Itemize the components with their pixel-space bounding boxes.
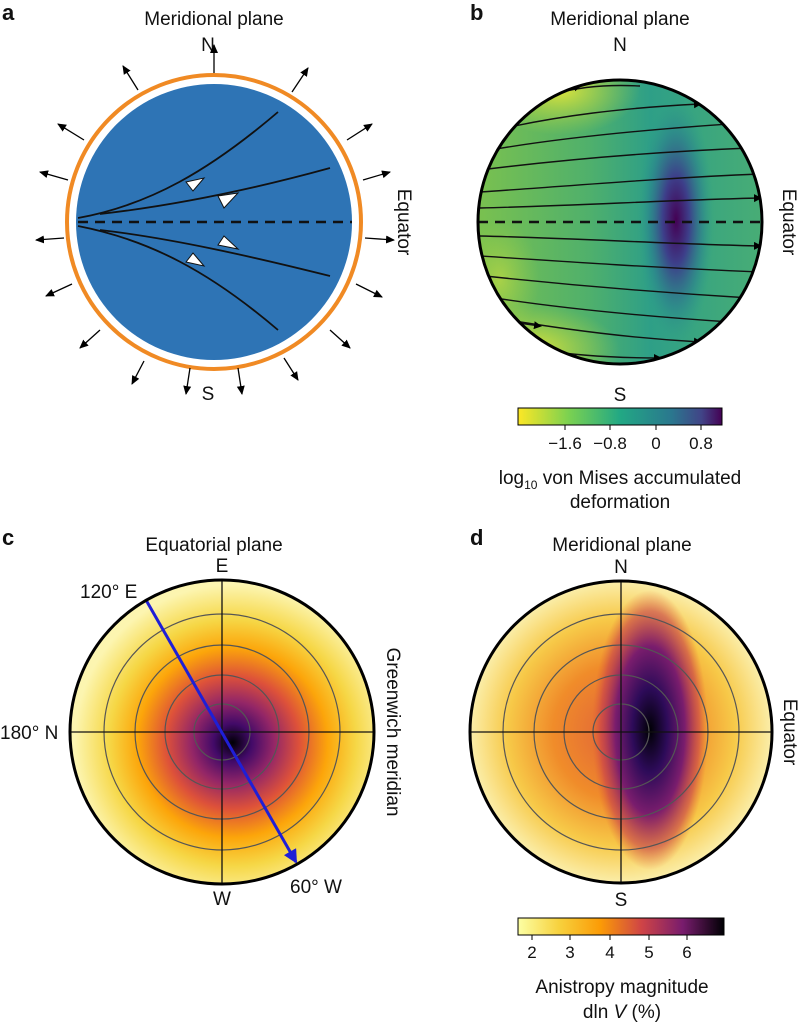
- panel-c-left-label: 180° N: [0, 723, 58, 744]
- panel-b-equator-label: Equator: [778, 189, 799, 256]
- deformation-field: [478, 80, 762, 364]
- colorbar-label-rest: von Mises accumulated: [537, 468, 741, 489]
- colorbar-label-suffix: (%): [626, 1002, 661, 1023]
- streamline: [479, 194, 762, 209]
- flow-arrowheads: [185, 177, 240, 267]
- colorbar-label: log10 von Mises accumulated: [499, 468, 742, 492]
- colorbar-tick-label: 0.8: [689, 434, 713, 453]
- flow-line: [77, 111, 279, 219]
- radial-arrow: [122, 65, 139, 91]
- panel-d-north-label: N: [614, 557, 628, 578]
- panel-c-title: Equatorial plane: [145, 535, 282, 556]
- panel-b-north-label: N: [613, 35, 627, 56]
- colorbar-tick-label: 2: [527, 943, 536, 962]
- streamline: [489, 120, 732, 151]
- panel-d: d Meridional plane N S Equator 2 3 4: [468, 525, 800, 1023]
- panel-d-letter: d: [470, 525, 483, 550]
- streamline: [504, 100, 702, 129]
- colorbar-tick-label: −0.8: [593, 434, 627, 453]
- panel-d-equator-label: Equator: [779, 699, 800, 766]
- colorbar-label-variable: V: [614, 1002, 629, 1023]
- panel-c-outline: [68, 578, 376, 886]
- radial-arrow: [355, 283, 383, 298]
- radial-arrow: [183, 367, 192, 395]
- profile-line: [144, 599, 298, 864]
- radial-arrow: [236, 367, 245, 395]
- panel-d-outline: [468, 579, 774, 885]
- panel-b-south-label: S: [614, 385, 627, 406]
- streamline: [484, 275, 752, 302]
- panel-b-colorbar: −1.6 −0.8 0 0.8 log10 von Mises accumula…: [499, 407, 742, 513]
- expansion-ring: [65, 73, 363, 371]
- colorbar-tick-label: 3: [565, 943, 574, 962]
- panel-d-south-label: S: [615, 890, 628, 911]
- profile-start-label: 120° E: [80, 582, 137, 603]
- panel-a-south-label: S: [202, 384, 215, 405]
- radial-arrows: [35, 44, 395, 395]
- colorbar-tick-label: 4: [605, 943, 614, 962]
- panel-b-outline: [476, 78, 764, 366]
- radial-arrow: [346, 123, 373, 141]
- flow-lines: [77, 111, 331, 331]
- flow-arrowhead: [185, 177, 206, 192]
- panel-c-top-label: E: [216, 556, 229, 577]
- radial-arrow: [45, 283, 73, 297]
- panel-c: c Equatorial plane E W 180° N Greenwich …: [0, 525, 403, 910]
- flow-line: [77, 225, 279, 331]
- panel-d-title: Meridional plane: [552, 535, 691, 556]
- colorbar-label-line2: dln V (%): [583, 1002, 661, 1023]
- colorbar-label-log: log: [499, 468, 524, 489]
- streamline: [479, 170, 762, 193]
- colorbar-tick-label: 6: [682, 943, 691, 962]
- profile-end-label: 60° W: [290, 877, 342, 898]
- flow-line: [99, 229, 331, 277]
- panel-a-equator-label: Equator: [393, 189, 414, 256]
- radial-arrow: [283, 357, 299, 381]
- streamline: [494, 297, 732, 326]
- colorbar-label-prefix: dln: [583, 1002, 614, 1023]
- streamline: [479, 235, 762, 250]
- colorbar-tick-label: 5: [644, 943, 653, 962]
- radial-arrow: [291, 67, 309, 93]
- flow-arrowhead: [185, 252, 206, 267]
- radial-arrow: [329, 329, 351, 349]
- radial-arrow: [35, 235, 65, 244]
- flow-arrowhead: [217, 192, 240, 209]
- panel-b: b Meridional plane N S Equator: [470, 0, 799, 513]
- panel-a-letter: a: [2, 0, 15, 25]
- panel-c-right-label: Greenwich meridian: [382, 648, 403, 817]
- colorbar-label-line1: Anistropy magnitude: [535, 977, 708, 998]
- panel-a-title: Meridional plane: [144, 9, 283, 30]
- panel-b-title: Meridional plane: [550, 9, 689, 30]
- panel-a-north-label: N: [201, 35, 215, 56]
- streamline: [479, 144, 752, 171]
- radial-arrow: [57, 123, 85, 141]
- streamlines: [479, 83, 762, 363]
- radial-arrow: [39, 170, 69, 181]
- panel-c-letter: c: [2, 525, 14, 550]
- inferno-colorbar: [517, 917, 725, 936]
- radial-arrow: [131, 360, 145, 385]
- panel-b-letter: b: [470, 0, 483, 25]
- panel-c-bottom-label: W: [213, 889, 231, 910]
- colorbar-tick-label: 0: [651, 434, 660, 453]
- streamline: [479, 255, 762, 276]
- radial-arrow: [364, 235, 395, 244]
- panel-a: a Meridional plane N S Equator: [2, 0, 414, 405]
- flow-arrowhead: [217, 235, 240, 250]
- colorbar-label-line2: deformation: [570, 492, 670, 513]
- panel-d-colorbar: 2 3 4 5 6 Anistropy magnitude dln V (%): [517, 917, 725, 1023]
- colorbar-tick-label: −1.6: [548, 434, 582, 453]
- viridis-colorbar: [517, 407, 723, 426]
- radial-arrow: [362, 170, 391, 181]
- streamline: [507, 319, 702, 346]
- colorbar-label-subscript: 10: [524, 478, 538, 492]
- flow-line: [99, 167, 331, 215]
- radial-arrow: [79, 329, 101, 349]
